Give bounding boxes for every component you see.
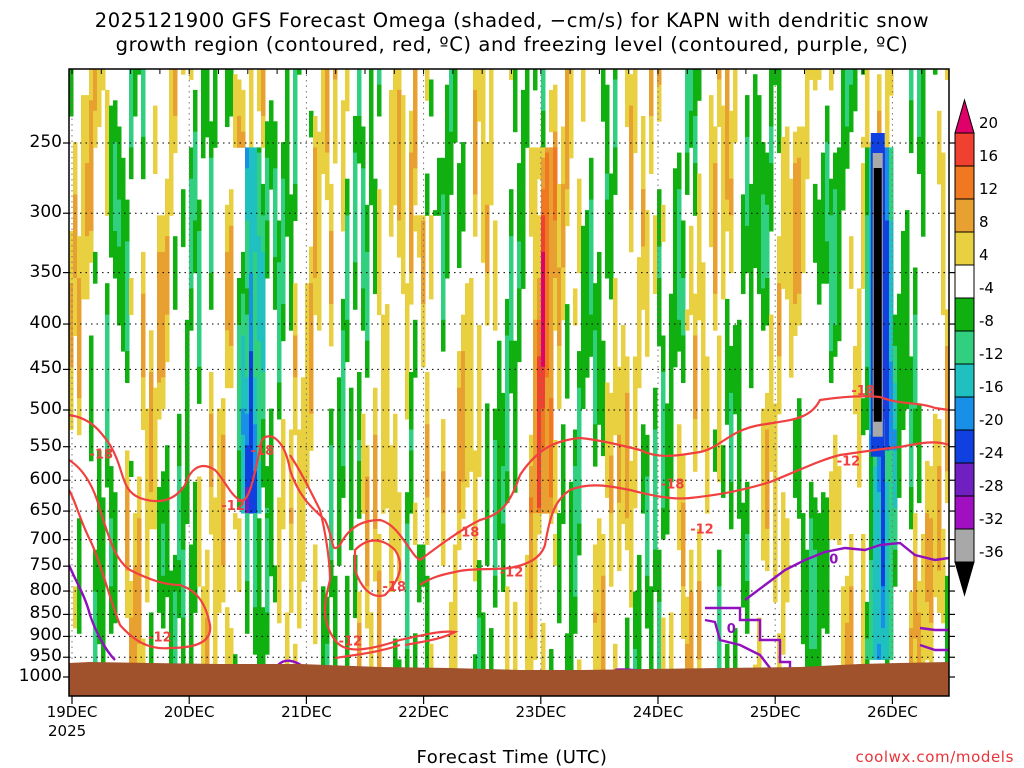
colorbar-segment [954,132,975,167]
dendritic-label-m12: -12 [339,635,363,650]
terrain [69,662,949,696]
y-tick-label: 850 [29,603,62,624]
colorbar [954,98,975,597]
colorbar-segment [954,429,975,464]
y-tick-label: 300 [29,202,62,223]
colorbar-label: -12 [979,345,1004,363]
colorbar-label: -24 [979,444,1004,462]
dendritic-label-m18: -18 [383,580,407,595]
colorbar-label: 20 [979,114,999,132]
dendritic-label-m12: -12 [500,565,524,580]
colorbar-segment [954,495,975,530]
colorbar-label: 16 [979,147,999,165]
dendritic-label-m18: -18 [90,448,114,463]
colorbar-segment [954,231,975,266]
colorbar-label: -32 [979,510,1004,528]
x-tick-label: 21DEC [281,703,332,721]
x-tick-label: 20DEC [163,703,215,721]
dendritic-label-m18: -18 [851,384,875,399]
x-tick-label: 23DEC [515,703,567,721]
dendritic-label-m12: -12 [148,630,172,645]
colorbar-segment [954,528,975,563]
x-tick-label: 19DEC [46,703,98,721]
y-tick-label: 550 [29,435,62,456]
y-tick-label: 700 [29,528,62,549]
colorbar-label: -16 [979,378,1004,396]
terrain-fill [69,662,949,696]
y-tick-label: 400 [29,313,62,334]
colorbar-segment [954,98,975,134]
dendritic-contour-12 [69,441,949,660]
freezing-label-0: 0 [727,622,736,637]
y-tick-label: 950 [29,646,62,667]
y-tick-label: 450 [29,358,62,379]
colorbar-segment [954,264,975,299]
dendritic-label-m12: -12 [690,522,714,537]
y-tick-label: 500 [29,399,62,419]
colorbar-label: 12 [979,180,999,198]
colorbar-segment [954,165,975,200]
x-tick-label: 26DEC [867,703,918,721]
x-tick-label: 24DEC [632,703,684,721]
y-tick-label: 600 [29,469,62,490]
dendritic-label-m12: -12 [221,499,245,514]
y-tick-label: 350 [29,261,62,282]
omega-core-inner [873,168,882,422]
freezing-label-0: 0 [829,552,838,567]
colorbar-label: 8 [979,213,989,231]
dendritic-label-m18: -18 [251,444,275,459]
colorbar-label: -4 [979,279,994,297]
y-tick-label: 900 [29,625,62,646]
colorbar-segment [954,396,975,431]
dendritic-contour-18 [69,395,949,562]
y-tick-label: 750 [29,555,62,576]
colorbar-label: -36 [979,543,1004,561]
dendritic-label-m18: -18 [661,477,685,492]
y-tick-label: 250 [29,132,62,152]
chart-title-line-1: 2025121900 GFS Forecast Omega (shaded, −… [94,9,930,32]
y-tick-label: 1000 [18,666,62,686]
x-tick-label: 25DEC [749,703,801,721]
colorbar-segment [954,363,975,398]
colorbar-label: 4 [979,246,989,264]
colorbar-label: -8 [979,312,994,330]
gridlines [63,69,955,704]
colorbar-segment [954,462,975,497]
colorbar-segment [954,198,975,233]
dendritic-label-m18: -18 [456,525,480,540]
plot-frame [68,68,950,697]
x-tick-label: 22DEC [398,703,449,721]
credit-text: coolwx.com/models [855,748,1014,766]
colorbar-segment [954,561,975,597]
chart-title-line-2: growth region (contoured, red, ºC) and f… [115,33,909,56]
colorbar-segment [954,297,975,332]
colorbar-segment [954,330,975,365]
colorbar-label: -20 [979,411,1004,429]
colorbar-label: -28 [979,477,1004,495]
y-tick-label: 800 [29,580,62,601]
x-axis-year: 2025 [48,722,87,740]
x-axis-label: Forecast Time (UTC) [416,747,608,768]
y-tick-label: 650 [29,500,62,521]
dendritic-label-m12: -12 [837,454,861,469]
